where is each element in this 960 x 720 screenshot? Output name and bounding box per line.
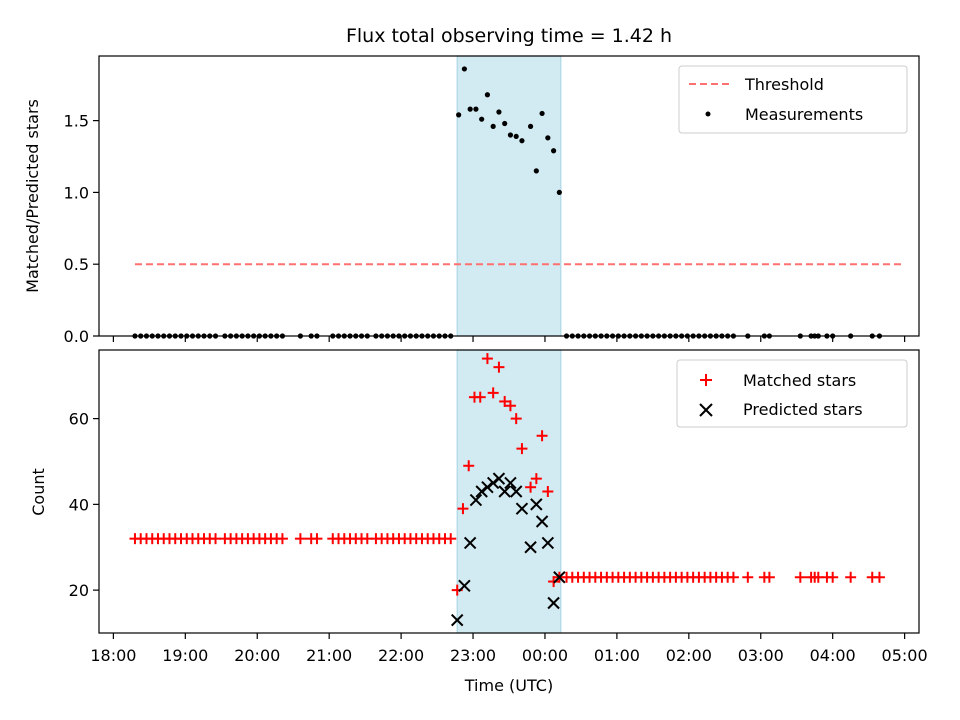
- measurements-point: [514, 134, 519, 139]
- matched-stars-point: [874, 572, 885, 583]
- matched-stars-point: [764, 572, 775, 583]
- y-tick-label: 0.0: [64, 327, 89, 346]
- x-tick-label: 19:00: [162, 646, 208, 665]
- measurements-point: [491, 124, 496, 129]
- measurements-point: [468, 107, 473, 112]
- measurements-point: [545, 135, 550, 140]
- x-tick-label: 05:00: [882, 646, 928, 665]
- x-tick-label: 21:00: [306, 646, 352, 665]
- measurements-point: [456, 112, 461, 117]
- matched-stars-point: [827, 572, 838, 583]
- ratio-panel: 0.0 0.5 1.0 1.5 Matched/Predicted stars Thr…: [23, 56, 919, 346]
- x-tick-label: 00:00: [522, 646, 568, 665]
- ratio-legend: Threshold Measurements: [679, 66, 907, 133]
- measurements-point: [551, 148, 556, 153]
- x-tick-label: 18:00: [90, 646, 136, 665]
- measurements-point: [528, 124, 533, 129]
- y-tick-label: 1.5: [64, 112, 89, 131]
- x-tick-label: 03:00: [738, 646, 784, 665]
- y-tick-label: 20: [69, 581, 89, 600]
- y-tick-label: 60: [69, 410, 89, 429]
- chart-title: Flux total observing time = 1.42 h: [346, 25, 672, 47]
- measurements-point: [496, 109, 501, 114]
- x-tick-label: 01:00: [594, 646, 640, 665]
- matched-stars-point: [445, 533, 456, 544]
- matched-stars-point: [728, 572, 739, 583]
- matched-stars-point: [845, 572, 856, 583]
- counts-y-label: Count: [29, 468, 48, 516]
- counts-y-ticks: 20 40 60: [69, 410, 99, 601]
- legend-matched-label: Matched stars: [743, 371, 856, 390]
- x-tick-label: 22:00: [378, 646, 424, 665]
- measurements-point: [462, 66, 467, 71]
- matched-stars-point: [795, 572, 806, 583]
- measurements-point: [557, 190, 562, 195]
- counts-panel: 20 40 60 18:00 19:00 20:00 21:00 22:00 23:00 00:…: [29, 350, 928, 695]
- y-tick-label: 1.0: [64, 183, 89, 202]
- measurements-point: [508, 132, 513, 137]
- y-tick-label: 40: [69, 495, 89, 514]
- measurements-point: [479, 117, 484, 122]
- x-tick-label: 04:00: [810, 646, 856, 665]
- measurements-point: [519, 138, 524, 143]
- measurements-point: [473, 107, 478, 112]
- matched-stars-point: [277, 533, 288, 544]
- legend-measurements-label: Measurements: [745, 105, 863, 124]
- counts-legend: Matched stars Predicted stars: [677, 360, 907, 427]
- matched-stars-point: [210, 533, 221, 544]
- legend-measurements-swatch: [706, 112, 711, 117]
- legend-predicted-label: Predicted stars: [743, 400, 863, 419]
- matched-stars-point: [742, 572, 753, 583]
- observing-span-top: [457, 56, 561, 336]
- measurements-point: [485, 92, 490, 97]
- x-axis-label: Time (UTC): [464, 676, 553, 695]
- ratio-y-ticks: 0.0 0.5 1.0 1.5: [64, 112, 99, 346]
- ratio-y-label: Matched/Predicted stars: [23, 99, 42, 293]
- measurements-point: [539, 111, 544, 116]
- measurements-point: [502, 121, 507, 126]
- y-tick-label: 0.5: [64, 255, 89, 274]
- measurements-point: [534, 168, 539, 173]
- legend-threshold-label: Threshold: [744, 75, 824, 94]
- chart: Flux total observing time = 1.42 h 0.00.…: [0, 0, 960, 720]
- x-tick-label: 20:00: [234, 646, 280, 665]
- counts-x-ticks: 18:00 19:00 20:00 21:00 22:00 23:00 00:00 01:00…: [90, 633, 927, 665]
- matched-stars-point: [311, 533, 322, 544]
- x-tick-label: 02:00: [666, 646, 712, 665]
- matched-stars-point: [295, 533, 306, 544]
- x-tick-label: 23:00: [450, 646, 496, 665]
